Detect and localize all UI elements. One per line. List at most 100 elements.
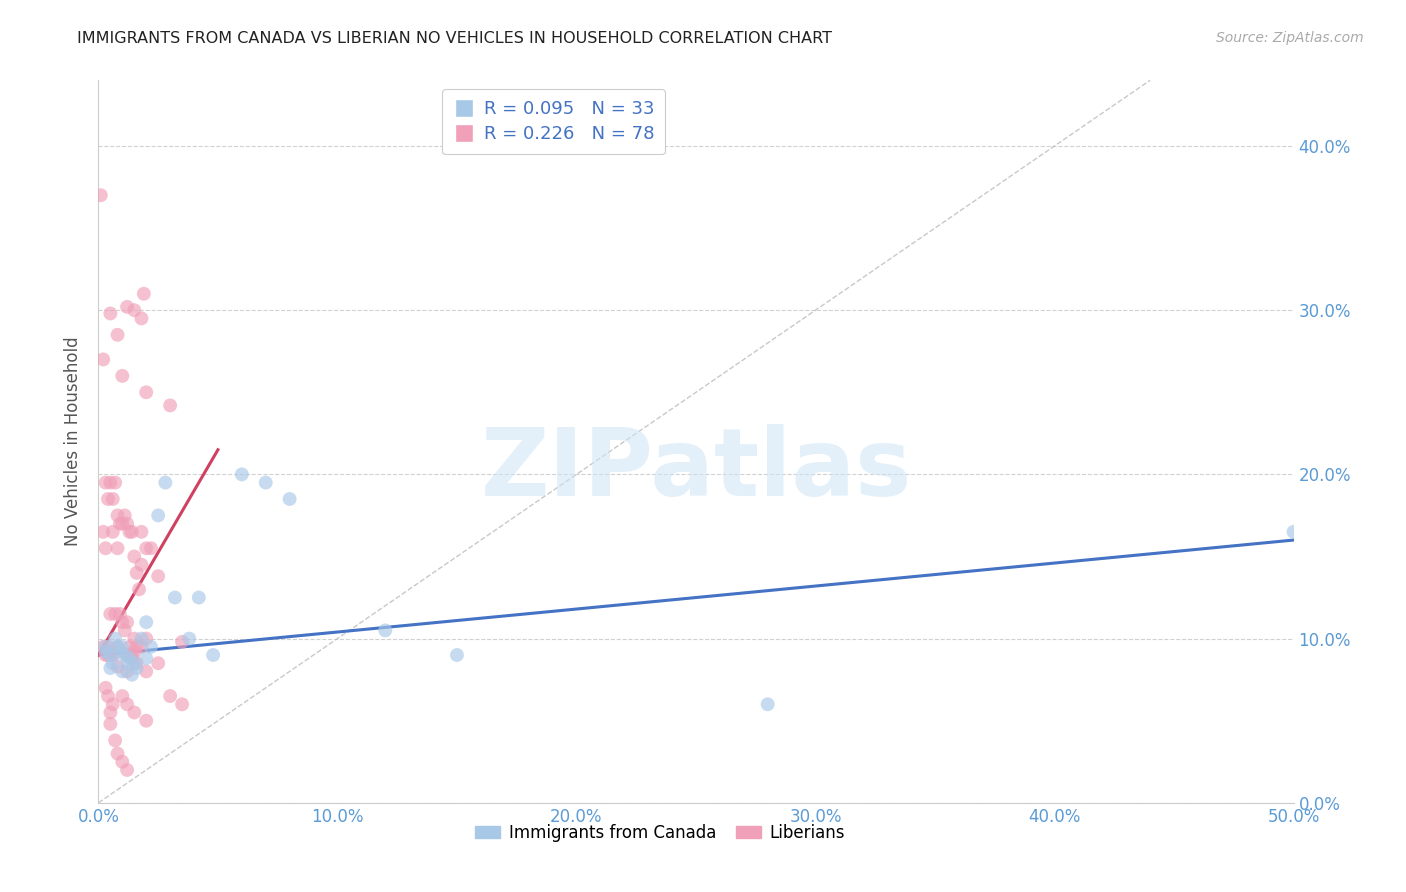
- Point: [104, 607, 127, 621]
- Point: [124, 303, 146, 318]
- Point: [98, 648, 122, 662]
- Point: [148, 569, 170, 583]
- Point: [202, 648, 225, 662]
- Point: [124, 706, 146, 720]
- Point: [111, 665, 134, 679]
- Point: [118, 640, 141, 654]
- Point: [91, 640, 114, 654]
- Point: [163, 591, 186, 605]
- Point: [124, 632, 146, 646]
- Point: [91, 352, 114, 367]
- Point: [128, 582, 150, 597]
- Point: [111, 516, 134, 531]
- Point: [131, 640, 153, 654]
- Point: [97, 689, 120, 703]
- Point: [115, 300, 138, 314]
- Point: [131, 311, 153, 326]
- Point: [107, 747, 129, 761]
- Point: [108, 607, 131, 621]
- Point: [98, 648, 122, 662]
- Text: Source: ZipAtlas.com: Source: ZipAtlas.com: [1216, 31, 1364, 45]
- Point: [98, 717, 122, 731]
- Point: [115, 763, 138, 777]
- Y-axis label: No Vehicles in Household: No Vehicles in Household: [65, 336, 83, 547]
- Point: [94, 645, 117, 659]
- Point: [101, 698, 124, 712]
- Point: [104, 475, 127, 490]
- Point: [98, 306, 122, 320]
- Point: [114, 648, 136, 662]
- Point: [139, 541, 162, 556]
- Text: ZIPatlas: ZIPatlas: [481, 425, 911, 516]
- Point: [90, 188, 112, 202]
- Point: [104, 733, 127, 747]
- Point: [121, 524, 143, 539]
- Point: [131, 524, 153, 539]
- Point: [172, 635, 194, 649]
- Point: [114, 508, 136, 523]
- Point: [132, 286, 155, 301]
- Point: [115, 648, 138, 662]
- Point: [446, 648, 468, 662]
- Point: [135, 714, 157, 728]
- Point: [135, 665, 157, 679]
- Point: [97, 640, 120, 654]
- Point: [124, 657, 146, 671]
- Point: [135, 615, 157, 630]
- Point: [108, 645, 131, 659]
- Point: [98, 706, 122, 720]
- Point: [111, 640, 134, 654]
- Point: [111, 368, 134, 383]
- Point: [121, 667, 143, 681]
- Point: [135, 385, 157, 400]
- Point: [121, 651, 143, 665]
- Point: [125, 657, 148, 671]
- Point: [135, 632, 157, 646]
- Point: [107, 659, 129, 673]
- Point: [231, 467, 253, 482]
- Point: [101, 657, 124, 671]
- Point: [107, 327, 129, 342]
- Point: [124, 645, 146, 659]
- Point: [1282, 524, 1305, 539]
- Point: [94, 640, 117, 654]
- Point: [94, 475, 117, 490]
- Point: [159, 398, 181, 412]
- Point: [111, 755, 134, 769]
- Point: [187, 591, 209, 605]
- Point: [159, 689, 181, 703]
- Point: [107, 508, 129, 523]
- Point: [97, 648, 120, 662]
- Point: [115, 665, 138, 679]
- Point: [135, 651, 157, 665]
- Point: [101, 524, 124, 539]
- Text: IMMIGRANTS FROM CANADA VS LIBERIAN NO VEHICLES IN HOUSEHOLD CORRELATION CHART: IMMIGRANTS FROM CANADA VS LIBERIAN NO VE…: [77, 31, 832, 46]
- Point: [98, 607, 122, 621]
- Legend: Immigrants from Canada, Liberians: Immigrants from Canada, Liberians: [468, 817, 852, 848]
- Point: [115, 657, 138, 671]
- Point: [756, 698, 779, 712]
- Point: [107, 640, 129, 654]
- Point: [131, 558, 153, 572]
- Point: [98, 475, 122, 490]
- Point: [107, 541, 129, 556]
- Point: [115, 698, 138, 712]
- Point: [91, 524, 114, 539]
- Point: [139, 640, 162, 654]
- Point: [118, 651, 141, 665]
- Point: [179, 632, 201, 646]
- Point: [111, 689, 134, 703]
- Point: [108, 516, 131, 531]
- Point: [115, 615, 138, 630]
- Point: [94, 541, 117, 556]
- Point: [135, 541, 157, 556]
- Point: [94, 648, 117, 662]
- Point: [101, 491, 124, 506]
- Point: [104, 632, 127, 646]
- Point: [114, 624, 136, 638]
- Point: [107, 640, 129, 654]
- Point: [115, 516, 138, 531]
- Point: [278, 491, 301, 506]
- Point: [118, 524, 141, 539]
- Point: [121, 648, 143, 662]
